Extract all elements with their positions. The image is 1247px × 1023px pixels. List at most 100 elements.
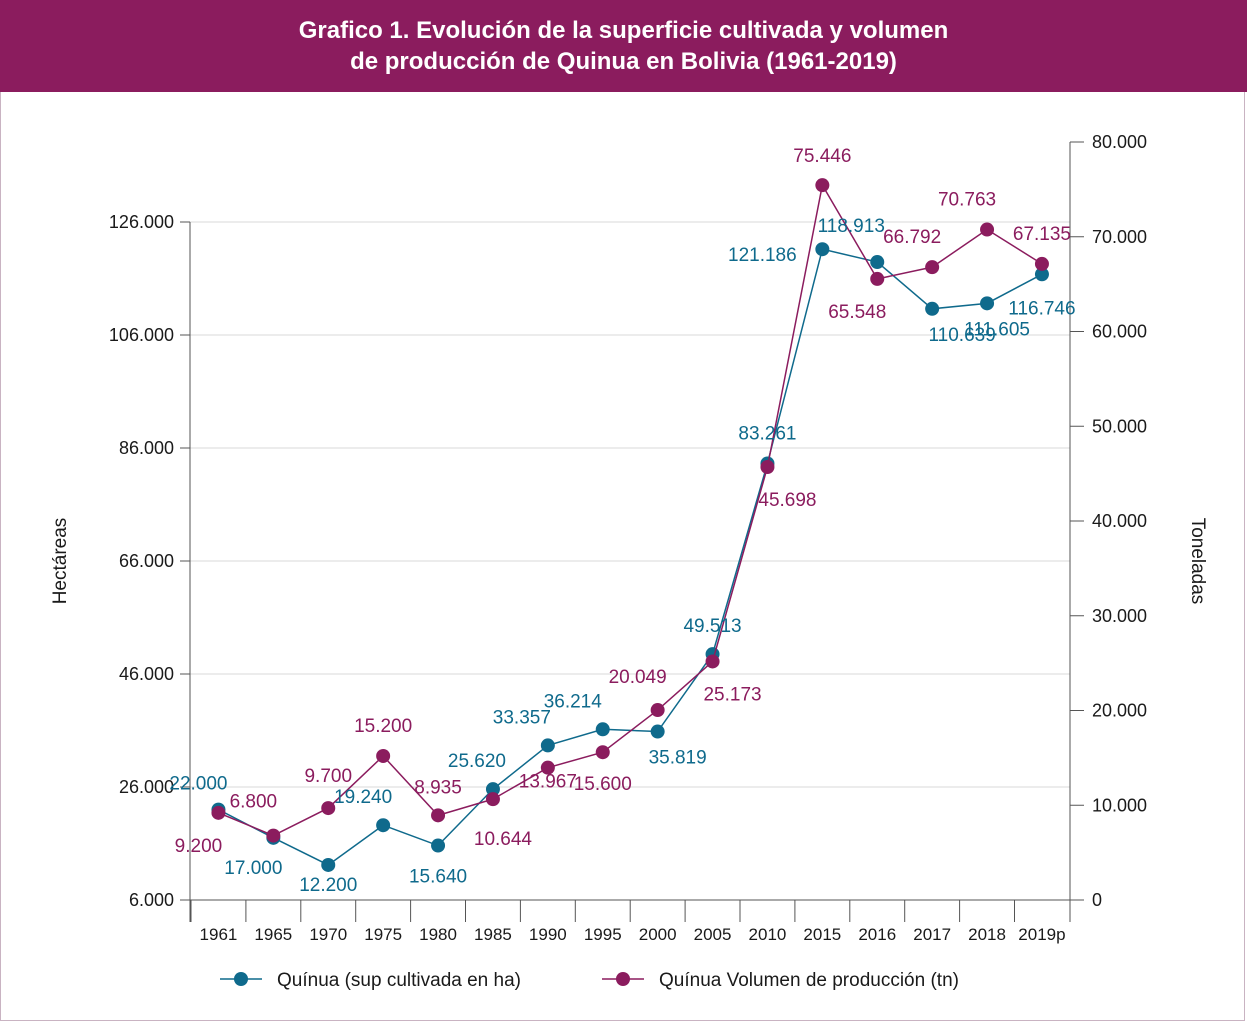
gridlines xyxy=(190,221,1070,788)
y-left-tick-label: 106.000 xyxy=(109,325,174,345)
data-label-s1-1985: 10.644 xyxy=(474,829,533,850)
data-label-s1-2019p: 67.135 xyxy=(1013,224,1071,245)
data-point-s0-1980 xyxy=(431,838,446,853)
data-point-s1-1995 xyxy=(595,745,610,760)
y-left-tick-label: 86.000 xyxy=(119,438,174,458)
x-tick-label-2010: 2010 xyxy=(749,925,787,944)
y-right-tick-label: 30.000 xyxy=(1092,606,1147,626)
data-point-s1-1965 xyxy=(266,828,281,843)
data-label-s1-1965: 6.800 xyxy=(230,792,278,813)
data-point-s0-1970 xyxy=(321,857,336,872)
x-tick-label-1980: 1980 xyxy=(419,925,457,944)
y-right-axis-title: Toneladas xyxy=(1187,518,1208,605)
y-left-tick-label: 26.000 xyxy=(119,777,174,797)
x-tick-label-2018: 2018 xyxy=(968,925,1006,944)
x-tick-label-2005: 2005 xyxy=(694,925,732,944)
chart-title-line-1: Grafico 1. Evolución de la superficie cu… xyxy=(298,17,949,44)
data-label-s1-1980: 8.935 xyxy=(414,777,462,798)
data-point-s0-1985 xyxy=(485,782,500,797)
data-point-s1-1980 xyxy=(431,808,446,823)
series-line-1 xyxy=(218,183,1043,837)
x-tick-label-1990: 1990 xyxy=(529,925,567,944)
data-point-s1-2005 xyxy=(705,654,720,669)
data-label-s1-2016: 65.548 xyxy=(828,302,886,323)
y-right-tick-label: 50.000 xyxy=(1092,416,1147,436)
data-point-s1-1985 xyxy=(485,792,500,807)
data-label-s0-1975: 19.240 xyxy=(334,787,392,808)
data-label-s1-1975: 15.200 xyxy=(354,716,412,737)
data-label-s1-2017: 66.792 xyxy=(883,227,941,248)
series xyxy=(211,178,1049,872)
data-point-s1-1975 xyxy=(376,748,391,763)
data-point-s1-2010 xyxy=(760,460,775,475)
y-left-tick-label: 6.000 xyxy=(129,890,174,910)
chart-title-banner: Grafico 1. Evolución de la superficie cu… xyxy=(0,0,1247,92)
y-right-tick-label: 80.000 xyxy=(1092,132,1147,152)
data-point-s0-2019p xyxy=(1034,267,1049,282)
y-left-tick-label: 126.000 xyxy=(109,212,174,232)
x-tick-label-2016: 2016 xyxy=(858,925,896,944)
data-point-s1-2019p xyxy=(1034,256,1049,271)
data-label-s0-2015: 121.186 xyxy=(728,245,797,266)
data-label-s1-1990: 13.967 xyxy=(519,772,577,793)
data-point-s0-1990 xyxy=(540,738,555,753)
legend-marker-produccion xyxy=(616,972,630,986)
y-left-tick-label: 46.000 xyxy=(119,664,174,684)
data-label-s0-2018: 111.605 xyxy=(964,319,1030,340)
y-right-tick-label: 40.000 xyxy=(1092,511,1147,531)
y-right-tick-label: 10.000 xyxy=(1092,795,1147,815)
x-tick-label-1975: 1975 xyxy=(364,925,402,944)
y-right-tick-label: 20.000 xyxy=(1092,701,1147,721)
data-label-s0-1985: 25.620 xyxy=(448,751,506,772)
data-point-s0-2000 xyxy=(650,724,665,739)
y-right-tick-label: 0 xyxy=(1092,890,1102,910)
data-label-s0-1980: 15.640 xyxy=(409,867,467,888)
data-point-s1-2018 xyxy=(980,222,995,237)
chart-title-line-2: de producción de Quinua en Bolivia (1961… xyxy=(350,48,897,75)
x-tick-label-1965: 1965 xyxy=(254,925,292,944)
data-point-s1-2016 xyxy=(870,271,885,286)
data-point-s1-1961 xyxy=(211,805,226,820)
data-label-s1-1995: 15.600 xyxy=(574,774,632,795)
data-label-s1-2010: 45.698 xyxy=(758,490,816,511)
data-label-s0-2005: 49.513 xyxy=(683,616,741,637)
x-tick-label-2015: 2015 xyxy=(803,925,841,944)
data-label-s0-2010: 83.261 xyxy=(738,423,796,444)
data-point-s0-2017 xyxy=(925,301,940,316)
legend-label-produccion: Quínua Volumen de producción (tn) xyxy=(659,970,959,991)
x-tick-label-1995: 1995 xyxy=(584,925,622,944)
data-label-s0-1990: 33.357 xyxy=(493,707,551,728)
data-label-s1-1961: 9.200 xyxy=(175,836,223,857)
data-point-s0-2018 xyxy=(980,296,995,311)
data-label-s1-2015: 75.446 xyxy=(793,146,851,167)
x-tick-label-1970: 1970 xyxy=(309,925,347,944)
data-label-s0-2016: 118.913 xyxy=(818,216,885,237)
data-labels: 22.000 17.000 12.200 19.240 15.640 25.620 33.3… xyxy=(169,146,1075,896)
y-left-axis-title: Hectáreas xyxy=(50,518,71,605)
data-label-s0-2000: 35.819 xyxy=(649,748,707,769)
y-right-tick-label: 60.000 xyxy=(1092,322,1147,342)
data-label-s0-1965: 17.000 xyxy=(224,858,282,879)
y-right-tick-label: 70.000 xyxy=(1092,227,1147,247)
x-tick-label-2017: 2017 xyxy=(913,925,951,944)
data-point-s1-2017 xyxy=(925,260,940,275)
data-point-s0-1995 xyxy=(595,722,610,737)
legend: Quínua (sup cultivada en ha) Quínua Volu… xyxy=(220,970,959,991)
data-label-s0-1970: 12.200 xyxy=(299,875,357,896)
data-label-s1-2018: 70.763 xyxy=(938,190,996,211)
x-tick-label-2000: 2000 xyxy=(639,925,677,944)
data-label-s1-2005: 25.173 xyxy=(703,684,761,705)
data-point-s1-2000 xyxy=(650,703,665,718)
data-label-s0-1961: 22.000 xyxy=(169,774,227,795)
x-tick-label-2019p: 2019p xyxy=(1018,925,1065,944)
data-label-s1-2000: 20.049 xyxy=(609,667,667,688)
x-tick-label-1985: 1985 xyxy=(474,925,512,944)
legend-marker-superficie xyxy=(234,972,248,986)
x-tick-label-1961: 1961 xyxy=(200,925,238,944)
data-point-s1-2015 xyxy=(815,178,830,193)
data-point-s0-1975 xyxy=(376,818,391,833)
data-point-s1-1990 xyxy=(540,760,555,775)
axes: 6.000 26.000 46.000 66.000 86.000 106.000 126.… xyxy=(109,132,1147,944)
